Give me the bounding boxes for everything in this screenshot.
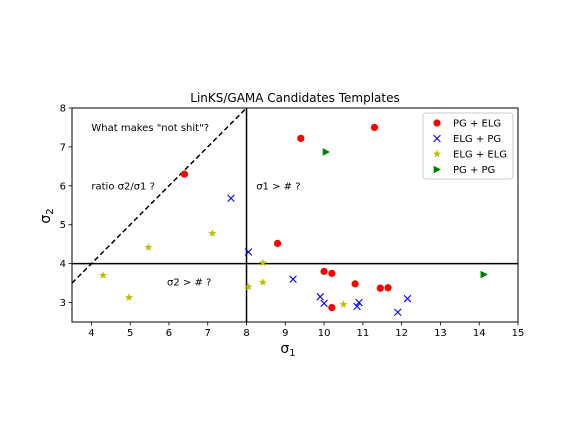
data-point [355,298,363,307]
data-points [99,123,488,317]
x-axis-label: σ1 [280,341,295,359]
data-point [351,280,359,288]
data-point [144,243,153,251]
data-point [273,239,282,248]
y-tick-label: 7 [60,142,66,153]
data-point [297,134,305,142]
annotation-question: What makes "not shit"? [91,123,209,134]
data-point [258,278,267,286]
x-tick-label: 5 [127,328,133,339]
data-point [353,302,361,311]
series-4 [322,148,488,279]
annotation-s2: σ2 > # ? [167,277,211,288]
legend-label: PG + PG [453,165,495,176]
legend-item: ELG + ELG [433,150,507,161]
data-point [316,292,324,301]
data-point [227,194,235,203]
data-point [320,267,328,276]
legend-label: PG + ELG [453,119,501,130]
x-tick-label: 15 [512,328,525,339]
data-point [258,258,267,267]
data-point [328,304,336,312]
x-axis-label-main: σ [280,341,289,357]
data-point [370,123,379,132]
y-tick-label: 4 [60,259,66,270]
legend-item: PG + PG [433,165,495,176]
legend: PG + ELG ELG + PG ELG + ELG PG + PG [422,112,514,180]
data-point [328,269,336,277]
x-tick-label: 11 [357,328,370,339]
y-axis-label-main: σ [38,215,54,224]
x-tick-label: 12 [395,328,408,339]
data-point [384,284,392,292]
data-point [376,284,384,292]
legend-marker [433,149,441,158]
legend-item: ELG + PG [433,134,501,145]
reference-line-1 [72,108,248,284]
plot-area: What makes "not shit"? ratio σ2/σ1 ? σ1 > … [60,104,525,340]
chart-title: LinKS/GAMA Candidates Templates [190,91,399,105]
x-tick-label: 9 [282,328,288,339]
x-axis-label-sub: 1 [289,348,295,359]
legend-label: ELG + PG [453,134,501,145]
y-axis-label-sub: 2 [45,208,56,214]
y-tick-label: 5 [60,220,66,231]
x-tick-label: 8 [243,328,249,339]
y-tick-label: 6 [60,181,66,192]
annotation-ratio: ratio σ2/σ1 ? [91,181,154,192]
x-tick-label: 6 [166,328,172,339]
legend-marker [433,119,441,127]
data-point [125,293,133,301]
data-point [289,275,297,283]
data-point [480,270,488,279]
data-point [99,271,108,279]
legend-label: ELG + ELG [453,150,507,161]
legend-marker [433,165,441,174]
data-point [208,229,217,237]
data-point [393,308,402,317]
x-tick-label: 13 [434,328,447,339]
x-tick-label: 7 [205,328,211,339]
y-tick-label: 8 [60,104,66,115]
annotation-s1: σ1 > # ? [256,181,300,192]
series-1 [180,123,392,312]
y-tick-label: 3 [60,298,66,309]
axes-frame [71,107,519,323]
x-tick-label: 4 [88,328,94,339]
x-tick-label: 10 [318,328,331,339]
data-point [180,170,189,178]
series-2 [227,194,412,317]
data-point [339,300,348,308]
data-point [322,148,331,156]
data-point [244,282,253,291]
data-point [403,294,412,303]
data-point [244,248,253,256]
y-axis-label: σ2 [38,208,56,223]
legend-marker [433,134,441,143]
series-3 [99,229,348,308]
data-point [320,299,328,308]
x-tick-label: 14 [473,328,486,339]
legend-item: PG + ELG [433,119,501,130]
legend-box [422,112,514,180]
